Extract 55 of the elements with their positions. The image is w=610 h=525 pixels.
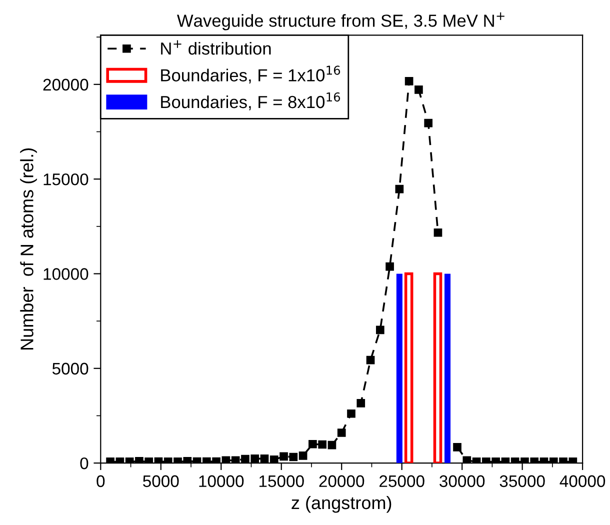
x-tick-label: 30000 [440, 475, 485, 488]
y-tick-label: 15000 [44, 173, 88, 186]
point [395, 184, 404, 194]
chart-title: Waveguide structure from SE, 3.5 MeV N$^{+}$ [177, 12, 504, 30]
point [414, 86, 423, 94]
x-tick-label: 35000 [500, 475, 545, 488]
point [318, 440, 326, 449]
legend-label: Boundaries, F = 8x10$^{16}$ [161, 92, 340, 110]
x-tick-label: 20000 [319, 475, 364, 488]
point [492, 458, 500, 464]
x-axis-title: z (angstrom) [292, 496, 392, 513]
point [135, 456, 144, 464]
legend-label: N$^{+}$ distribution [161, 40, 271, 55]
x-tick-label: 25000 [380, 475, 424, 488]
point [482, 458, 490, 464]
point [434, 228, 442, 237]
point [222, 456, 230, 464]
x-tick-label: 10000 [199, 475, 244, 488]
point [298, 452, 308, 460]
point [462, 456, 472, 464]
point [106, 458, 114, 464]
point [404, 77, 414, 86]
y-tick-label: 0 [80, 457, 88, 470]
x-tick-label: 5000 [143, 475, 179, 488]
point [366, 356, 375, 364]
point [386, 262, 394, 271]
point [356, 399, 366, 408]
x-tick-label: 0 [96, 475, 105, 488]
point [241, 454, 250, 464]
legend-label: Boundaries, F = 1x10$^{16}$ [161, 66, 340, 84]
point [337, 428, 346, 437]
x-tick-label: 40000 [560, 475, 606, 488]
point [289, 452, 298, 462]
y-tick-label: 10000 [44, 268, 88, 280]
point [250, 454, 260, 463]
point [183, 456, 192, 464]
point [520, 458, 529, 464]
x-tick-label: 15000 [259, 475, 304, 488]
point [174, 458, 182, 464]
y-axis-title: Number of N atoms (rel.) [20, 148, 37, 350]
point [308, 440, 317, 448]
point [559, 458, 568, 464]
point [212, 457, 220, 464]
point [347, 409, 356, 418]
y-tick-label: 5000 [52, 362, 88, 375]
point [270, 455, 278, 464]
point [453, 442, 462, 452]
point [424, 118, 433, 128]
point [376, 326, 384, 334]
point [280, 452, 288, 461]
y-tick-label: 20000 [43, 78, 88, 91]
point [328, 440, 336, 450]
point [260, 454, 269, 463]
point [202, 457, 211, 464]
point [231, 456, 240, 464]
